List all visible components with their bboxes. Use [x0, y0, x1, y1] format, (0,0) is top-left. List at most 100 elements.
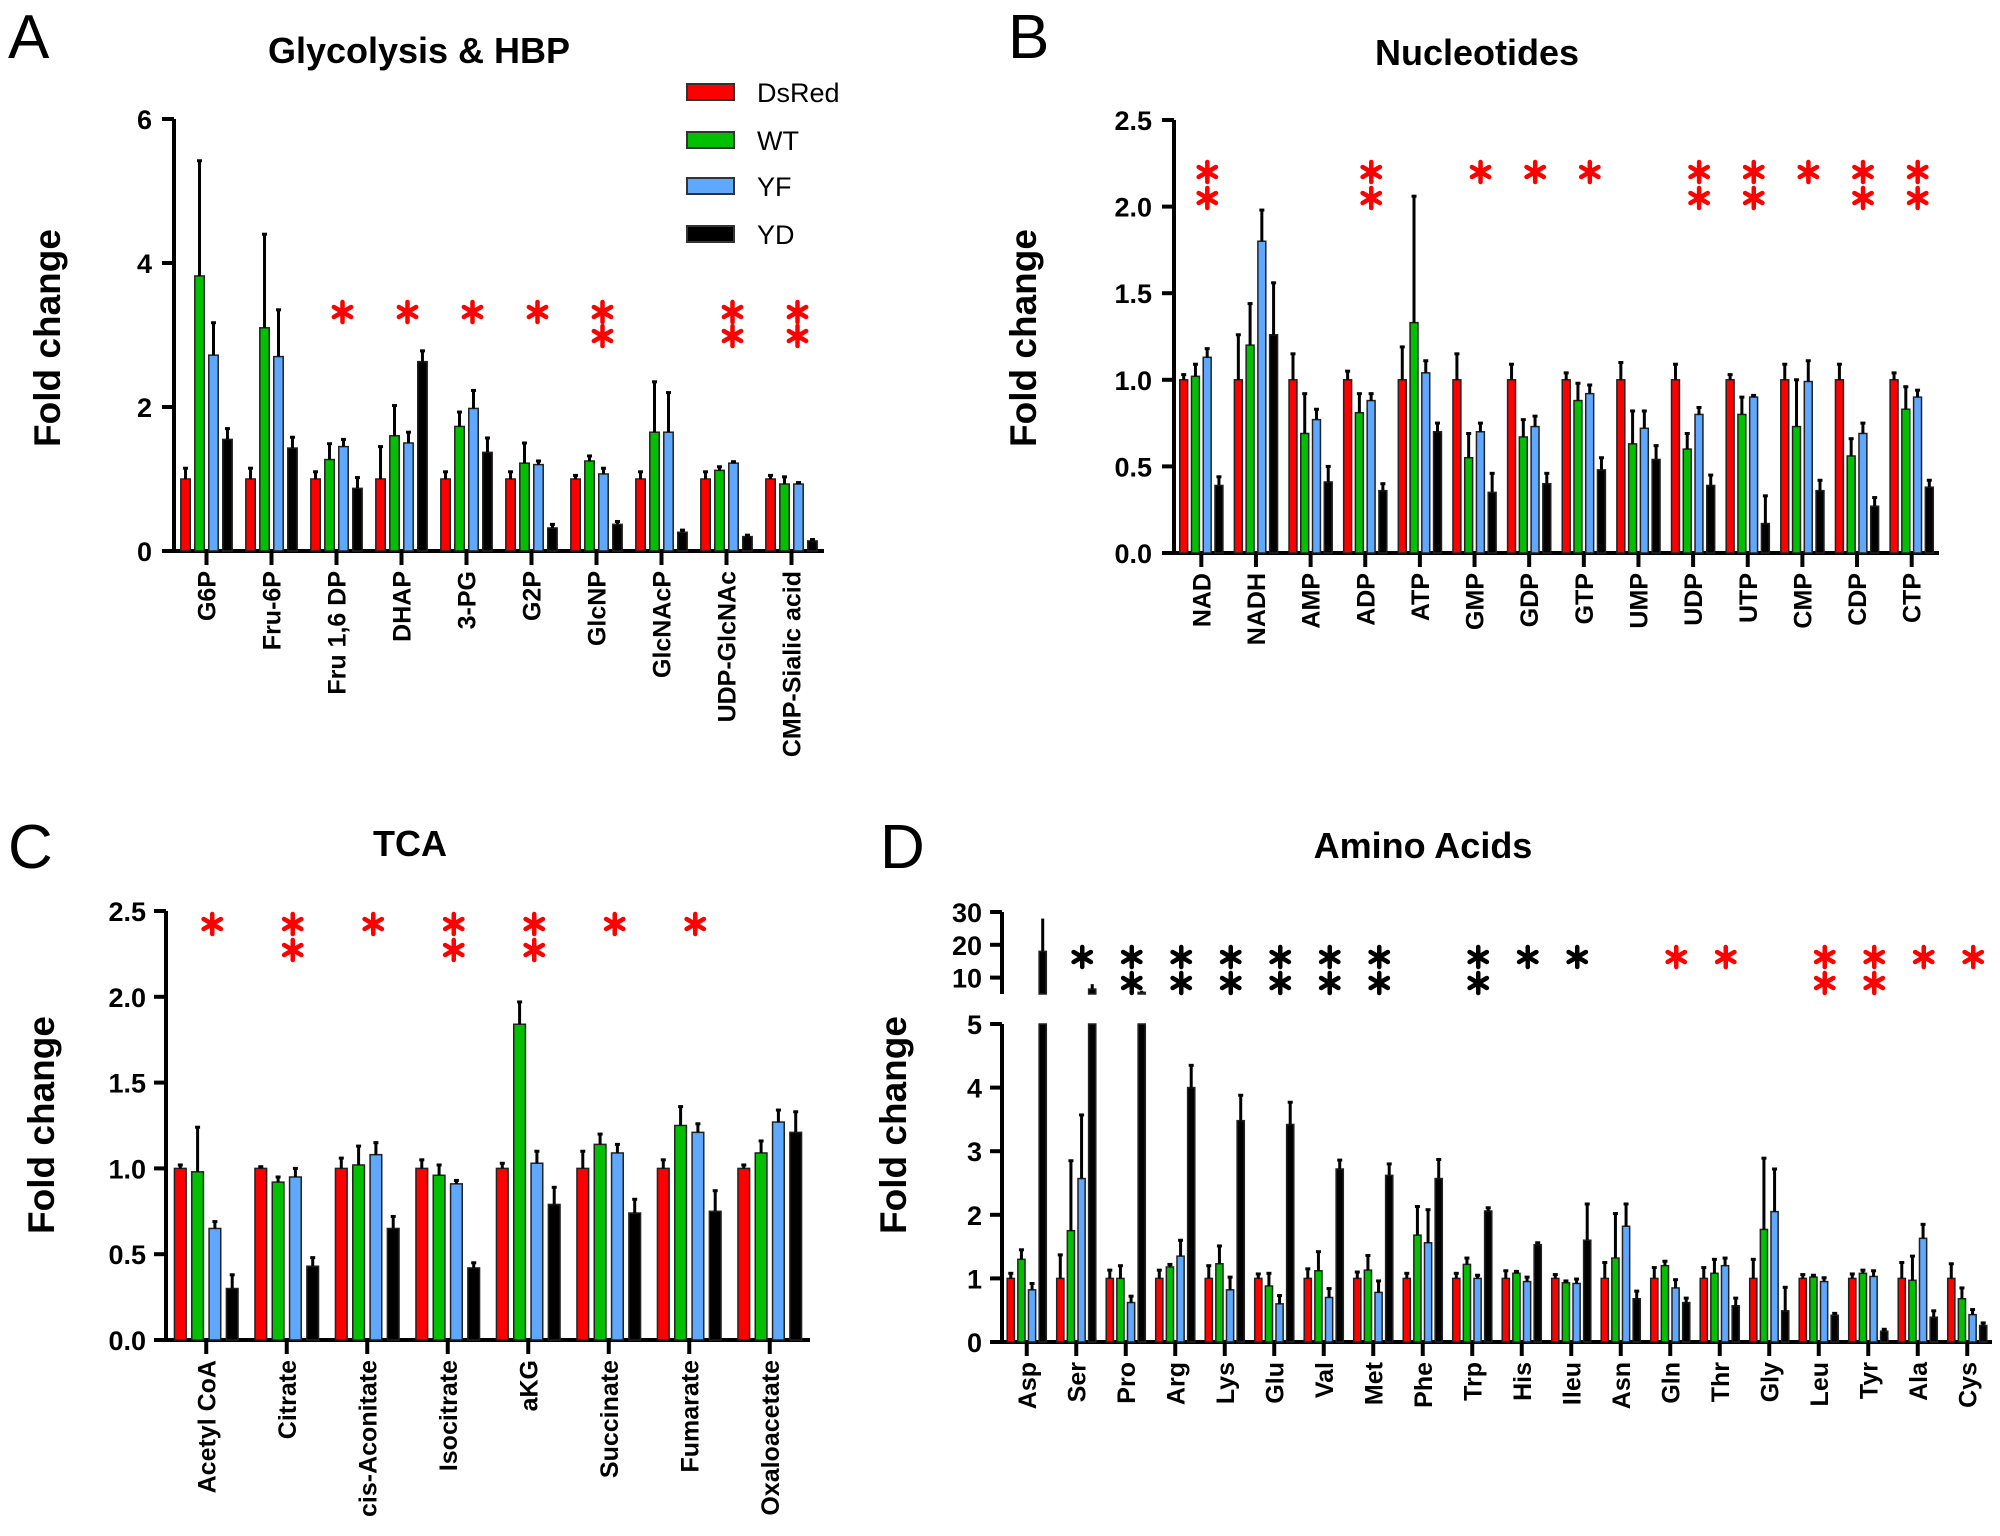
panel-a-bar-yd [807, 540, 818, 552]
panel-d-bar-yf [1522, 1280, 1532, 1343]
panel-c-bar-dsred [576, 1167, 590, 1341]
panel-d-bar-dsred [1847, 1277, 1857, 1343]
panel-c-significance-star-icon [362, 911, 385, 937]
legend-label-wt: WT [757, 126, 799, 156]
panel-a-bar-dsred [440, 478, 452, 552]
panel-c-ylabel: Fold change [21, 1016, 62, 1234]
panel-c-significance-star-icon [603, 911, 626, 937]
panel-d-bar-dsred [1253, 1277, 1263, 1343]
panel-d-bar-yd [1929, 1316, 1939, 1343]
panel-d-y-tick-label: 10 [952, 964, 982, 994]
panel-d-significance-star-icon [1318, 970, 1341, 996]
panel-d-bar-wt [1759, 1228, 1769, 1343]
panel-d-bar-dsred [1402, 1277, 1412, 1343]
panel-a-bar-wt [389, 435, 400, 552]
panel-c-category-label: Acetyl CoA [193, 1360, 221, 1493]
panel-c-bar-yd [386, 1227, 400, 1341]
panel-b-category-label: AMP [1298, 573, 1326, 629]
panel-c-bar-wt [432, 1174, 446, 1341]
panel-d-bar-dsred [1748, 1277, 1758, 1343]
panel-d-y-tick-label: 20 [952, 931, 982, 961]
panel-b-significance-star-icon [1360, 185, 1383, 211]
panel-b-title: Nucleotides [1375, 32, 1579, 73]
panel-b-significance-star-icon [1906, 159, 1929, 185]
panel-b-bar-yd [1542, 482, 1552, 554]
panel-d-bar-dsred [1501, 1277, 1511, 1343]
panel-d-significance-star-icon [1318, 944, 1341, 970]
panel-b-bar-dsred [1288, 379, 1298, 554]
panel-b-bar-wt [1573, 399, 1583, 554]
panel-b-y-tick-label: 0.0 [1114, 539, 1152, 569]
panel-d-bar-wt [1809, 1276, 1818, 1343]
panel-b-bar-dsred [1834, 379, 1845, 554]
panel-d-category-label: Ala [1905, 1361, 1933, 1401]
panel-c-significance-star-icon [442, 911, 465, 937]
panel-a-bar-dsred [765, 478, 777, 552]
panel-a-significance-star-icon [721, 323, 744, 349]
panel-d-bar-yd [1186, 1086, 1196, 1343]
panel-c-bar-yf [771, 1121, 785, 1341]
panel-c-category-label: Oxaloacetate [757, 1360, 785, 1516]
panel-a-bar-dsred [180, 478, 191, 552]
panel-b-bar-yf [1421, 372, 1431, 554]
panel-b-category-label: NADH [1243, 573, 1271, 645]
panel-c-bar-yf [449, 1183, 463, 1341]
panel-c-bar-yd [306, 1265, 320, 1341]
panel-b-bar-dsred [1452, 379, 1462, 554]
panel-d-bar-yd [1632, 1298, 1642, 1343]
panel-d-bar-yd [1434, 1177, 1444, 1343]
panel-b-bar-dsred [1233, 379, 1244, 554]
panel-a-bar-dsred [245, 478, 256, 552]
panel-b-category-label: ATP [1407, 573, 1435, 621]
panel-b-bar-wt [1901, 408, 1911, 554]
panel-d-bar-wt [1462, 1263, 1472, 1343]
panel-b-bar-wt [1300, 432, 1310, 554]
panel-d-bar-yf [1869, 1275, 1878, 1343]
panel-a-significance-star-icon [396, 299, 419, 325]
panel-c-y-tick-label: 0.5 [108, 1240, 146, 1270]
panel-c-bar-yf [369, 1153, 383, 1341]
panel-d-category-label: Met [1360, 1361, 1388, 1405]
panel-d-bar-wt [1611, 1257, 1620, 1343]
panel-b-bar-yf [1912, 396, 1923, 554]
panel-d-significance-star-icon [1269, 970, 1292, 996]
panel-c-significance-star-icon [523, 911, 546, 937]
panel-b-bar-yd [1924, 486, 1935, 554]
panel-b-bar-yd [1378, 489, 1388, 554]
panel-b-bar-wt [1245, 344, 1255, 554]
panel-a-y-tick-label: 0 [137, 537, 152, 567]
panel-b-bar-yd [1651, 458, 1661, 554]
panel-c-significance-star-icon [201, 911, 224, 937]
panel-b-significance-star-icon [1196, 185, 1219, 211]
panel-d-significance-star-icon [1120, 944, 1143, 970]
panel-d-significance-star-icon [1863, 944, 1886, 970]
panel-c-bar-yf [610, 1152, 624, 1341]
panel-d-bar-yd [1038, 1023, 1048, 1343]
panel-b-significance-star-icon [1469, 159, 1492, 185]
panel-b-bar-wt [1354, 411, 1365, 554]
panel-d-category-label: Asn [1608, 1362, 1636, 1409]
panel-a-bar-yf [403, 442, 414, 552]
panel-c-bar-yf [288, 1176, 302, 1341]
panel-b-bar-wt [1682, 448, 1692, 554]
panel-d-bar-yd [1087, 1023, 1097, 1343]
panel-b-significance-star-icon [1797, 159, 1820, 185]
panel-a-y-tick-label: 6 [137, 105, 152, 135]
panel-b-category-label: NAD [1188, 573, 1216, 627]
panel-d-bar-yf [1671, 1287, 1680, 1343]
panel-b-bar-yf [1858, 432, 1868, 554]
panel-letter-b: B [1008, 3, 1049, 72]
panel-c-significance-star-icon [442, 937, 465, 963]
panel-d-category-label: Ser [1063, 1362, 1091, 1403]
panel-c-significance-star-icon [684, 911, 707, 937]
panel-d-significance-star-icon [1170, 970, 1193, 996]
panel-b-category-label: UTP [1735, 573, 1763, 623]
panel-c-bar-dsred [334, 1167, 348, 1341]
panel-d-bar-dsred [1154, 1277, 1164, 1343]
panel-d-ylabel: Fold change [873, 1016, 914, 1234]
panel-a-category-label: DHAP [389, 571, 417, 642]
panel-d-significance-star-icon [1863, 970, 1886, 996]
legend-swatch-dsred [686, 83, 735, 101]
panel-d-category-label: Val [1311, 1362, 1339, 1398]
